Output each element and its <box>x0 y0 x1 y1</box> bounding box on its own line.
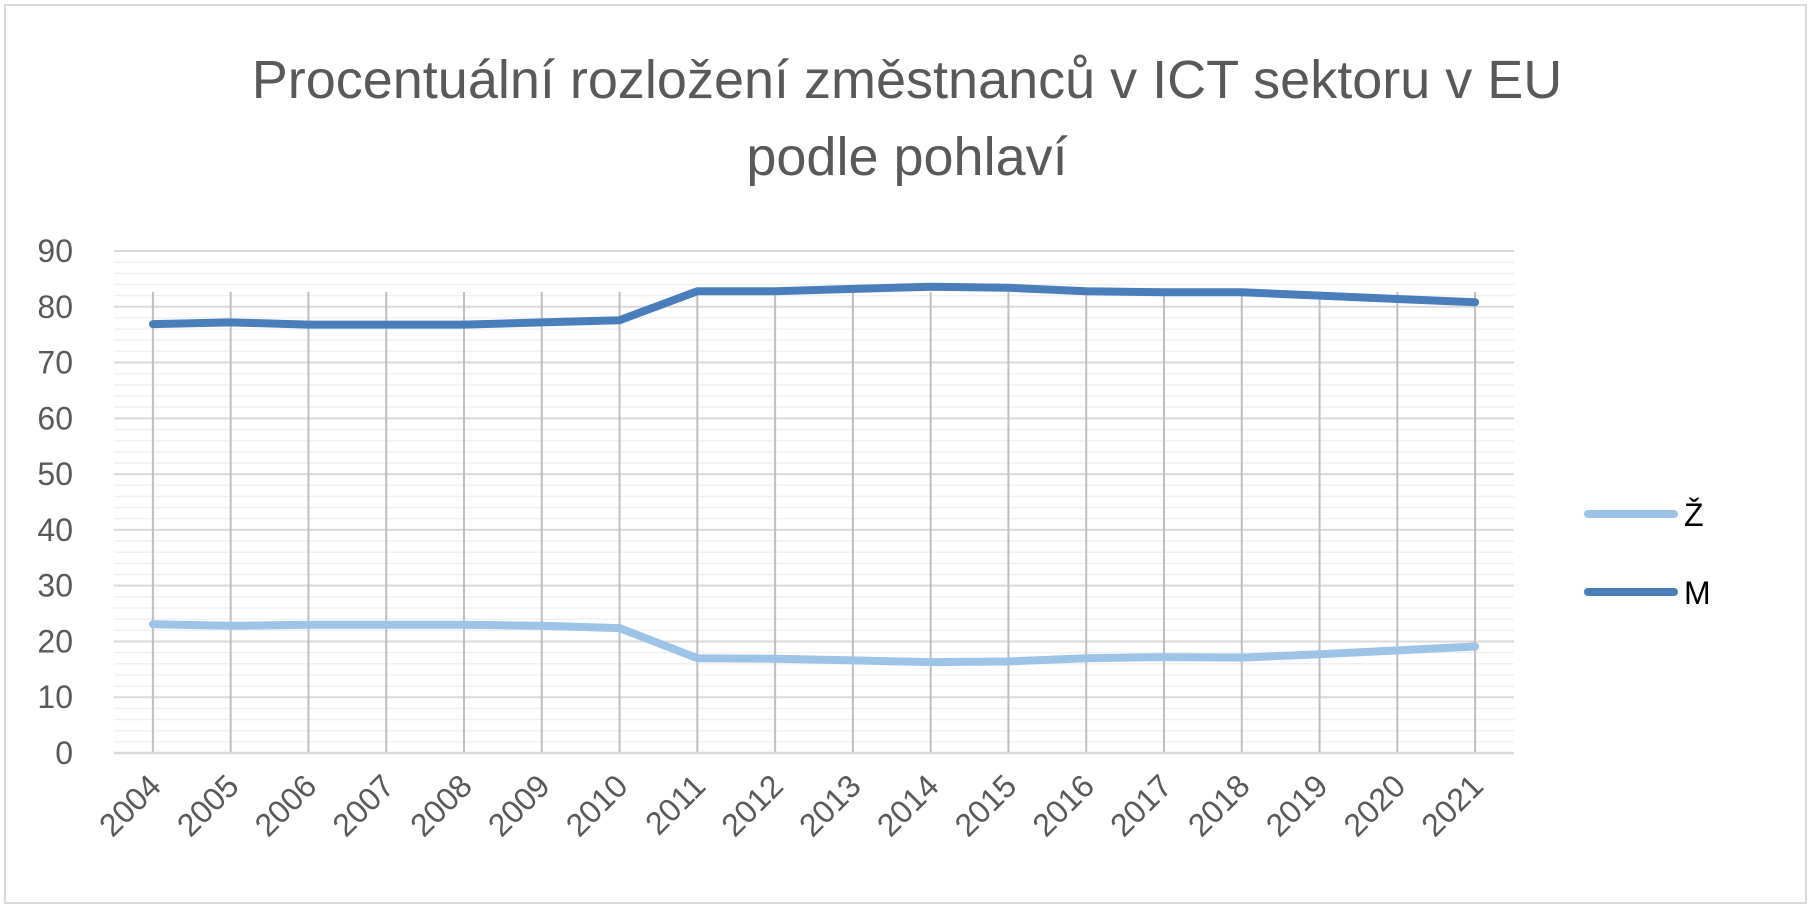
series-line-2 <box>148 282 1480 329</box>
x-tick-label: 2016 <box>1025 767 1101 843</box>
series-line-1 <box>148 620 1480 667</box>
x-tick-label: 2014 <box>870 767 946 843</box>
x-tick-label: 2010 <box>559 767 635 843</box>
gridlines <box>114 250 1514 753</box>
y-tick-label: 70 <box>37 345 73 381</box>
x-tick-label: 2015 <box>948 767 1024 843</box>
x-tick-label: 2013 <box>792 767 868 843</box>
x-tick-label: 2017 <box>1103 767 1179 843</box>
legend-label: Ž <box>1684 497 1704 533</box>
x-tick-label: 2018 <box>1181 767 1257 843</box>
y-tick-label: 90 <box>37 233 73 269</box>
chart-title-line-2: podle pohlaví <box>746 127 1067 187</box>
legend-label: M <box>1684 575 1711 611</box>
chart-title: Procentuální rozložení změstnanců v ICT … <box>252 50 1563 187</box>
x-tick-label: 2008 <box>403 767 479 843</box>
x-tick-label: 2007 <box>325 767 401 843</box>
y-tick-label: 10 <box>37 679 73 715</box>
x-tick-label: 2011 <box>638 767 712 841</box>
y-tick-label: 80 <box>37 289 73 325</box>
y-tick-label: 30 <box>37 568 73 604</box>
y-tick-label: 50 <box>37 456 73 492</box>
y-tick-label: 20 <box>37 623 73 659</box>
x-tick-label: 2005 <box>170 767 246 843</box>
y-tick-label: 0 <box>55 735 73 771</box>
x-tick-label: 2006 <box>248 767 324 843</box>
x-tick-label: 2004 <box>92 767 168 843</box>
x-tick-label: 2021 <box>1414 767 1490 843</box>
series-lines <box>148 282 1480 667</box>
chart-title-line-1: Procentuální rozložení změstnanců v ICT … <box>252 50 1563 110</box>
y-tick-label: 40 <box>37 512 73 548</box>
x-tick-label: 2019 <box>1259 767 1335 843</box>
x-tick-label: 2020 <box>1336 767 1412 843</box>
x-tick-label: 2012 <box>714 767 790 843</box>
x-tick-label: 2009 <box>481 767 557 843</box>
legend: ŽM <box>1584 497 1711 611</box>
y-tick-label: 60 <box>37 400 73 436</box>
